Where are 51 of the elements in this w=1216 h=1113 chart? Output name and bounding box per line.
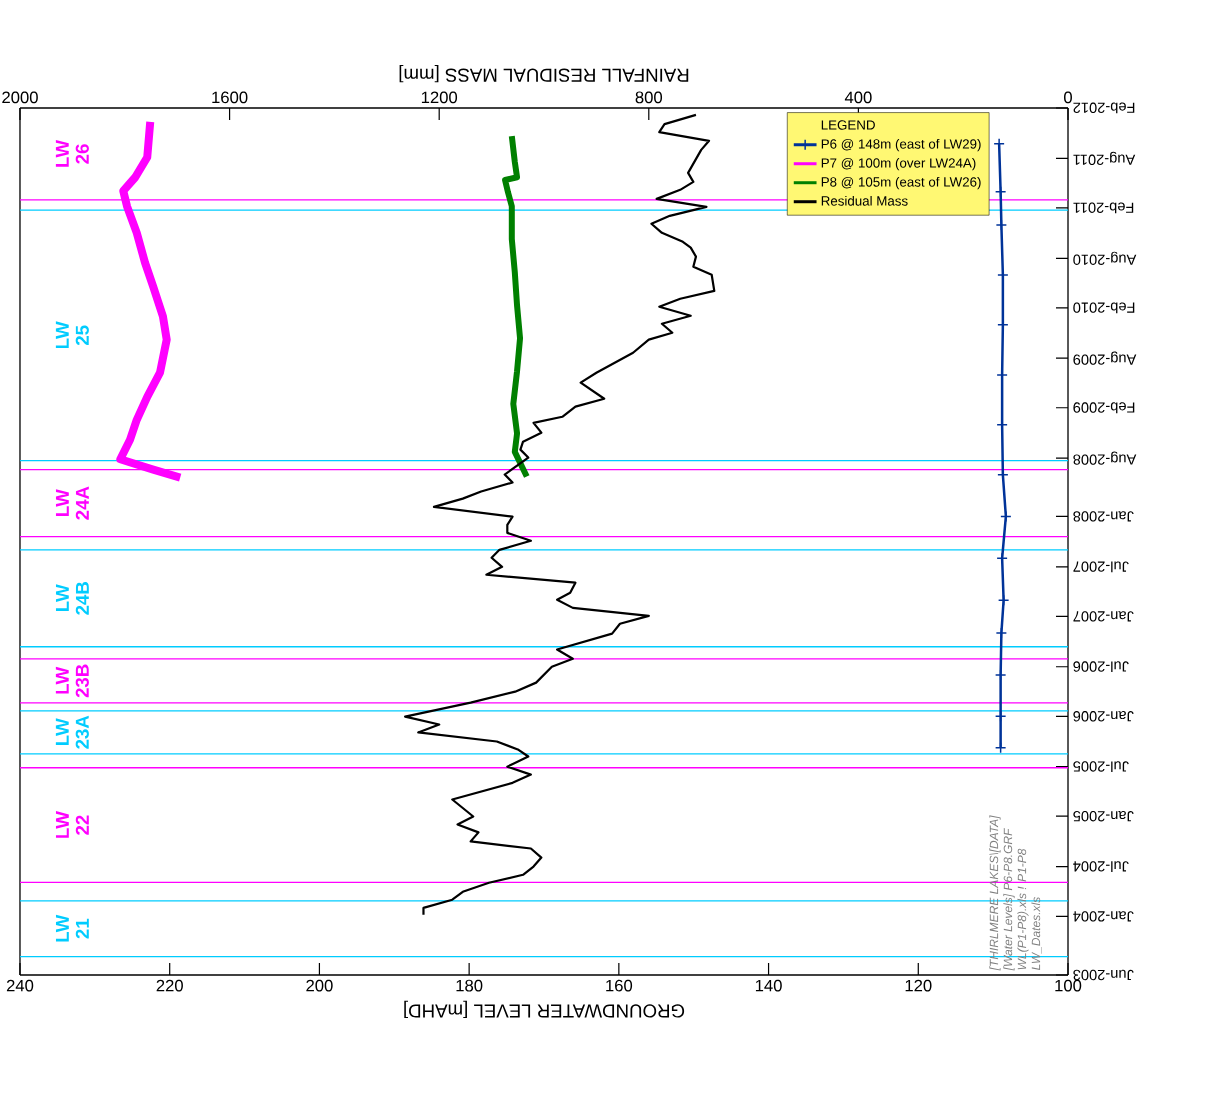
y-tick-label: Jul-2006 xyxy=(1073,661,1129,673)
y-tick-label: Aug-2011 xyxy=(1073,151,1136,165)
y-tick-label: Jul-2007 xyxy=(1073,561,1129,573)
x-tick-label: 100 xyxy=(1055,979,1082,992)
x-tick-label: 140 xyxy=(755,979,782,992)
y-tick-label: Feb-2012 xyxy=(1073,102,1135,114)
y-tick-label: Jan-2004 xyxy=(1073,911,1134,922)
y-tick-label: Aug-2009 xyxy=(1073,351,1137,365)
y-tick-label: Feb-2009 xyxy=(1073,402,1135,414)
ref-line-label: LW 24B xyxy=(55,582,89,615)
ref-line-label: LW 23A xyxy=(55,715,89,749)
x-tick-label: 200 xyxy=(306,979,333,992)
y-tick-label: Jan-2007 xyxy=(1073,611,1134,622)
y-tick-label: Feb-2011 xyxy=(1073,202,1134,214)
legend-title: LEGEND xyxy=(821,120,875,130)
y-tick-label: Jan-2008 xyxy=(1073,511,1134,522)
annotation: [THIRLMERE LAKES\[DATA] xyxy=(989,815,1001,971)
x-axis-title: GROUNDWATER LEVEL [mAHD] xyxy=(404,1000,685,1019)
ref-line-label: LW 25 xyxy=(55,321,89,349)
x2-tick-label: 0 xyxy=(1064,91,1072,104)
y-tick-label: Feb-2010 xyxy=(1073,302,1135,314)
ref-line-label: LW 23B xyxy=(55,664,89,698)
x2-tick-label: 800 xyxy=(635,91,663,104)
legend-label: Residual Mass xyxy=(821,195,908,206)
x-tick-label: 240 xyxy=(6,979,34,992)
legend-label: P6 @ 148m (east of LW29) xyxy=(821,138,981,152)
x-tick-label: 220 xyxy=(156,979,183,992)
ref-line-label: LW 21 xyxy=(55,914,89,942)
x2-axis-title: RAINFALL RESIDUAL MASS [mm] xyxy=(399,64,689,83)
x-tick-label: 160 xyxy=(606,979,633,992)
ref-line-label: LW 22 xyxy=(55,811,89,838)
y-tick-label: Jul-2005 xyxy=(1073,761,1129,773)
y-tick-label: Aug-2010 xyxy=(1073,251,1137,265)
y-tick-label: Jun-2003 xyxy=(1073,969,1134,981)
x2-tick-label: 1200 xyxy=(421,91,458,104)
ref-line-label: LW 26 xyxy=(55,139,89,167)
legend-label: P7 @ 100m (over LW24A) xyxy=(821,157,976,171)
y-tick-label: Jan-2006 xyxy=(1073,711,1134,722)
legend-label: P8 @ 105m (east of LW26) xyxy=(821,176,981,190)
x2-tick-label: 400 xyxy=(844,91,872,104)
ref-line-label: LW 24A xyxy=(55,486,89,520)
x-tick-label: 120 xyxy=(905,979,932,992)
x2-tick-label: 2000 xyxy=(2,91,38,104)
annotation: LW_Dates.xls xyxy=(1031,897,1042,971)
x-tick-label: 180 xyxy=(456,979,483,992)
annotation: [Water Levels] P6-P8.GRF xyxy=(1003,828,1015,971)
y-tick-label: Jan-2005 xyxy=(1073,811,1134,822)
y-tick-label: Jul-2004 xyxy=(1073,861,1129,872)
annotation: WL(P1-P8).xls ! P1-P8 xyxy=(1017,848,1029,970)
x2-tick-label: 1600 xyxy=(212,91,248,104)
y-tick-label: Aug-2008 xyxy=(1073,451,1137,465)
